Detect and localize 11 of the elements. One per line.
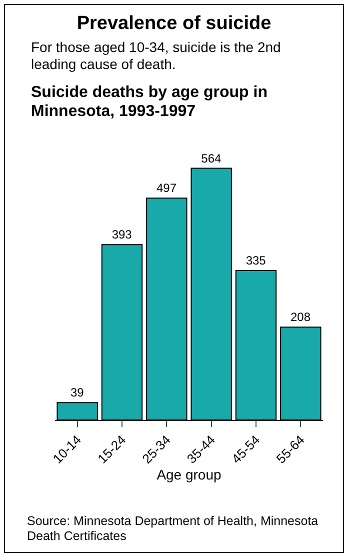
data-label: 393 (112, 228, 132, 242)
data-label: 335 (246, 253, 266, 268)
chart-title: Prevalence of suicide (76, 13, 272, 35)
data-label: 208 (290, 310, 311, 324)
data-label: 39 (70, 386, 84, 400)
data-label: 564 (201, 151, 222, 166)
data-label: 497 (156, 181, 177, 196)
source-note: Source: Minnesota Department of Health, Minnesota Death Certificates (27, 514, 320, 544)
text: Suicide deaths by age group in Minnesota, 1993-1997 (31, 83, 268, 121)
x-axis-title: Age group (156, 466, 222, 483)
chart-subtitle: For those aged 10-34, suicide is the 2nd leading cause of death. (31, 39, 282, 73)
